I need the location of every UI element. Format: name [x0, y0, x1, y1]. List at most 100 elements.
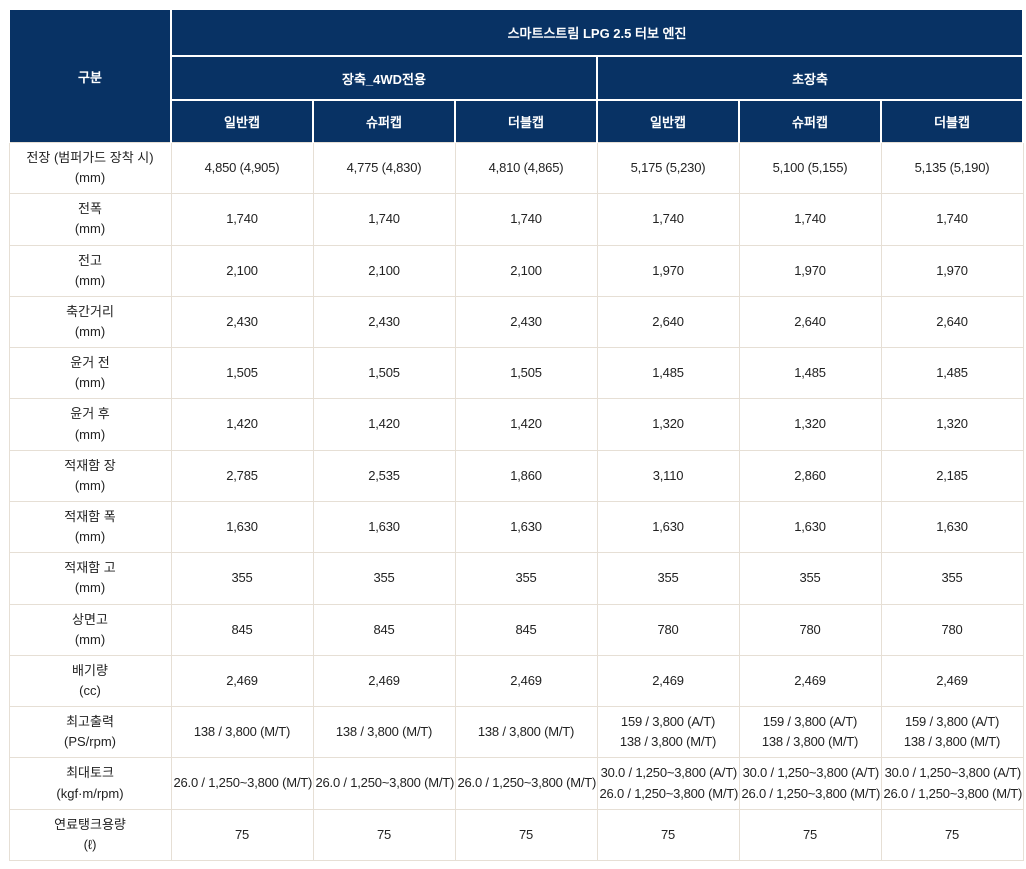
spec-value: 30.0 / 1,250~3,800 (A/T) 26.0 / 1,250~3,… — [883, 765, 1023, 801]
spec-value: 355 — [373, 570, 395, 586]
cab-header-group0-col2: 더블캡 — [454, 99, 598, 143]
group-header-long-axle-4wd: 장축_4WD전용 — [170, 55, 598, 101]
spec-value-cell: 780 — [880, 603, 1024, 656]
spec-value: 355 — [515, 570, 537, 586]
spec-value: 159 / 3,800 (A/T) 138 / 3,800 (M/T) — [761, 714, 859, 750]
spec-value: 2,640 — [936, 313, 968, 329]
spec-value-cell: 1,630 — [738, 500, 882, 554]
cab-header-group0-col1: 슈퍼캡 — [312, 99, 456, 143]
spec-value-cell: 2,640 — [880, 295, 1024, 349]
spec-value: 2,430 — [510, 313, 542, 329]
row-name: 윤거 후 — [70, 406, 110, 422]
spec-value-cell: 1,320 — [596, 398, 740, 451]
spec-value-cell: 2,469 — [880, 654, 1024, 708]
spec-value-cell: 30.0 / 1,250~3,800 (A/T) 26.0 / 1,250~3,… — [596, 757, 740, 810]
row-label: 축간거리 (mm) — [8, 295, 172, 349]
row-unit: (mm) — [74, 170, 106, 186]
spec-value: 2,469 — [652, 672, 684, 688]
spec-value: 780 — [941, 621, 963, 637]
row-unit: (cc) — [79, 682, 101, 698]
spec-value: 1,630 — [794, 519, 826, 535]
row-unit: (mm) — [74, 323, 106, 339]
row-label: 전장 (범퍼가드 장착 시) (mm) — [8, 141, 172, 195]
row-name: 윤거 전 — [70, 355, 110, 371]
row-label: 배기량 (cc) — [8, 654, 172, 708]
spec-value: 138 / 3,800 (M/T) — [477, 724, 575, 740]
spec-value-cell: 2,469 — [596, 654, 740, 708]
spec-value-cell: 1,630 — [170, 500, 314, 554]
spec-value-cell: 3,110 — [596, 449, 740, 502]
row-unit: (mm) — [74, 580, 106, 596]
row-name: 전장 (범퍼가드 장착 시) — [26, 150, 154, 165]
spec-value-cell: 1,740 — [880, 193, 1024, 246]
spec-value: 780 — [799, 621, 821, 637]
spec-value: 1,740 — [368, 211, 400, 227]
spec-value-cell: 2,185 — [880, 449, 1024, 502]
spec-value-cell: 2,860 — [738, 449, 882, 502]
spec-value-cell: 5,100 (5,155) — [738, 141, 882, 195]
row-label: 윤거 후 (mm) — [8, 398, 172, 451]
spec-value-cell: 75 — [312, 808, 456, 861]
spec-value-cell: 1,320 — [880, 398, 1024, 451]
spec-value: 2,469 — [368, 672, 400, 688]
row-label: 최대토크 (kgf·m/rpm) — [8, 757, 172, 810]
spec-value: 1,630 — [652, 519, 684, 535]
row-name: 최대토크 — [66, 765, 114, 781]
spec-value: 2,785 — [226, 467, 258, 483]
spec-value-cell: 1,740 — [738, 193, 882, 246]
row-name: 축간거리 — [66, 303, 114, 319]
spec-value: 5,175 (5,230) — [630, 160, 706, 176]
row-label: 상면고 (mm) — [8, 603, 172, 656]
spec-value-cell: 2,469 — [170, 654, 314, 708]
spec-value-cell: 75 — [454, 808, 598, 861]
table-row: 윤거 후 (mm) 1,420 1,420 1,420 1,320 1,320 1,320 — [8, 398, 1024, 451]
spec-value: 2,430 — [226, 313, 258, 329]
table-row: 배기량 (cc) 2,469 2,469 2,469 2,469 2,469 2,469 — [8, 654, 1024, 708]
spec-value: 1,420 — [226, 416, 258, 432]
spec-value: 1,485 — [652, 365, 684, 381]
spec-value: 26.0 / 1,250~3,800 (M/T) — [315, 775, 455, 791]
spec-value: 355 — [657, 570, 679, 586]
spec-value-cell: 2,100 — [170, 244, 314, 297]
spec-value-cell: 1,630 — [312, 500, 456, 554]
row-unit: (mm) — [74, 477, 106, 493]
spec-value: 355 — [799, 570, 821, 586]
spec-value-cell: 1,970 — [596, 244, 740, 297]
spec-value: 845 — [515, 621, 537, 637]
spec-value-cell: 780 — [596, 603, 740, 656]
spec-value-cell: 26.0 / 1,250~3,800 (M/T) — [170, 757, 314, 810]
spec-value-cell: 1,420 — [170, 398, 314, 451]
table-row: 최고출력 (PS/rpm) 138 / 3,800 (M/T) 138 / 3,800… — [8, 706, 1024, 759]
spec-value: 1,485 — [936, 365, 968, 381]
spec-value-cell: 75 — [596, 808, 740, 861]
row-unit: (mm) — [74, 375, 106, 391]
row-label: 최고출력 (PS/rpm) — [8, 706, 172, 759]
spec-value: 2,469 — [794, 672, 826, 688]
spec-value: 1,740 — [652, 211, 684, 227]
group-header-extra-long-axle: 초장축 — [595, 55, 1025, 101]
spec-value-cell: 4,775 (4,830) — [312, 141, 456, 195]
spec-value-cell: 159 / 3,800 (A/T) 138 / 3,800 (M/T) — [738, 706, 882, 759]
spec-value-cell: 138 / 3,800 (M/T) — [312, 706, 456, 759]
table-row: 축간거리 (mm) 2,430 2,430 2,430 2,640 2,640 2,640 — [8, 295, 1024, 349]
row-name: 최고출력 — [66, 714, 114, 730]
spec-value: 4,810 (4,865) — [488, 160, 564, 176]
spec-value-cell: 1,970 — [738, 244, 882, 297]
spec-value: 3,110 — [652, 467, 684, 483]
header-row-engine: 구분 스마트스트림 LPG 2.5 터보 엔진 — [8, 8, 1025, 143]
spec-value-cell: 159 / 3,800 (A/T) 138 / 3,800 (M/T) — [880, 706, 1024, 759]
spec-value: 2,100 — [368, 262, 400, 278]
spec-value-cell: 1,485 — [738, 347, 882, 400]
row-label: 적재함 폭 (mm) — [8, 500, 172, 554]
vehicle-spec-table: 구분 스마트스트림 LPG 2.5 터보 엔진 장축_4WD전용 초장축 일반캡… — [8, 8, 1025, 861]
spec-value: 1,740 — [226, 211, 258, 227]
table-row: 전폭 (mm) 1,740 1,740 1,740 1,740 1,740 1,740 — [8, 193, 1024, 246]
spec-value-cell: 2,469 — [738, 654, 882, 708]
spec-value-cell: 1,505 — [454, 347, 598, 400]
spec-value-cell: 1,740 — [312, 193, 456, 246]
spec-value: 1,630 — [226, 519, 258, 535]
spec-value: 2,100 — [226, 262, 258, 278]
row-unit: (mm) — [74, 221, 106, 237]
spec-value: 75 — [234, 826, 250, 842]
row-name: 연료탱크용량 — [54, 816, 126, 832]
